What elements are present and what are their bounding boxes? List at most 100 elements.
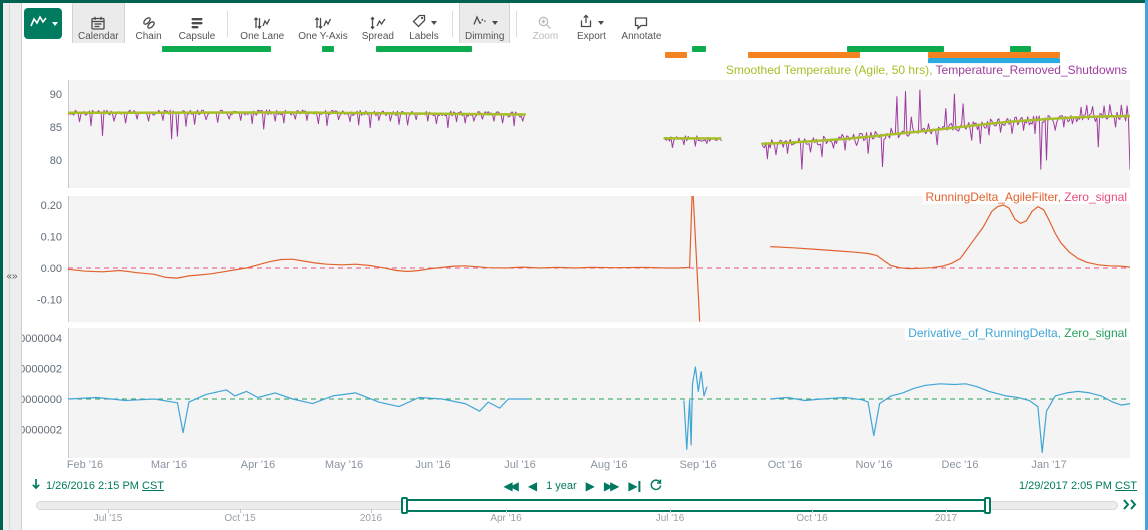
x-axis-label: Dec '16 — [941, 459, 979, 471]
range-end-timezone[interactable]: CST — [1115, 480, 1137, 492]
y-tick-label: 0.0000004 — [21, 333, 62, 345]
capsule-bar-blue-capsules[interactable] — [928, 58, 1060, 64]
legend-item[interactable]: Zero_signal — [1064, 326, 1127, 340]
x-axis-label: Apr '16 — [240, 459, 276, 471]
toolbar-separator — [227, 10, 229, 37]
x-axis-labels: Feb '16 Mar '16 Apr '16 May '16 Jun '16 Jul '… — [0, 459, 1148, 475]
labels-button[interactable]: Labels — [402, 2, 446, 45]
trend-icon — [29, 14, 48, 33]
timeline-label: Apr '16 — [490, 513, 522, 524]
timeline-tick — [108, 509, 109, 513]
chain-icon — [141, 14, 157, 31]
timeline-right-handle[interactable] — [984, 497, 991, 514]
refresh-icon[interactable] — [650, 478, 663, 494]
toolbar-separator — [451, 10, 453, 37]
step-to-end-button[interactable]: ▶ — [628, 479, 641, 493]
capsule-bar-green-capsules[interactable] — [376, 46, 472, 52]
annotate-button[interactable]: Annotate — [615, 2, 667, 45]
legend-item[interactable]: Smoothed Temperature (Agile, 50 hrs) — [726, 63, 936, 77]
x-axis-label: Jul '16 — [504, 459, 536, 471]
capsule-bar-orange-capsules[interactable] — [665, 52, 687, 58]
timeline-tick — [371, 509, 372, 513]
step-back-much-button[interactable]: ◀◀ — [503, 479, 519, 493]
timeline-selected-range[interactable] — [405, 499, 988, 512]
window-left-border — [0, 0, 3, 530]
chevron-down-icon — [51, 21, 58, 26]
series-Derivative_of_RunningDelta — [68, 389, 529, 434]
trend-chart[interactable]: 90 85 80 0.20 0.10 0.00 -0.10 0.0000004 0.000000… — [6, 64, 1145, 458]
y-tick-label: 0.20 — [41, 200, 62, 212]
spread-button[interactable]: Spread — [356, 2, 400, 45]
button-label: Export — [576, 31, 606, 42]
zoom-icon — [537, 14, 553, 31]
button-label: Dimming — [464, 31, 505, 42]
series-RunningDelta_AgileFilter — [770, 204, 1130, 270]
series-Smoothed Temperature (Agile, 50 hrs) — [68, 111, 526, 116]
y-tick-label: 0.00 — [41, 263, 62, 275]
legend-item[interactable]: Zero_signal — [1064, 190, 1127, 204]
legend-item[interactable]: Temperature_Removed_Shutdowns — [935, 63, 1127, 77]
step-back-button[interactable]: ◀ — [527, 479, 538, 493]
timeline-label: Oct '16 — [796, 513, 828, 524]
x-axis-label: Mar '16 — [150, 459, 188, 471]
x-axis-label: Jun '16 — [415, 459, 451, 471]
timeline-tick — [812, 509, 813, 513]
panel-expand-toggle[interactable]: «» — [6, 271, 18, 282]
one-lane-button[interactable]: One Lane — [234, 2, 290, 45]
x-axis-label: May '16 — [324, 459, 364, 471]
export-button[interactable]: Export — [569, 2, 613, 45]
x-axis-label: Aug '16 — [590, 459, 628, 471]
one-y-axis-button[interactable]: One Y-Axis — [292, 2, 353, 45]
timeline-label: Jul '15 — [93, 513, 123, 524]
x-axis-label: Feb '16 — [66, 459, 104, 471]
lane-background-derivative[interactable] — [68, 328, 1130, 458]
legend-item[interactable]: RunningDelta_AgileFilter — [926, 190, 1065, 204]
capsule-bar-green-capsules[interactable] — [1010, 46, 1031, 52]
button-label: Annotate — [621, 31, 662, 42]
series-RunningDelta_AgileFilter — [68, 196, 701, 322]
capsule-bar-orange-capsules[interactable] — [928, 52, 1060, 58]
trend-view-button[interactable] — [24, 8, 62, 39]
lane3-legend: Derivative_of_RunningDeltaZero_signal — [905, 326, 1130, 340]
capsule-bar-green-capsules[interactable] — [692, 46, 706, 52]
legend-item[interactable]: Derivative_of_RunningDelta — [908, 326, 1064, 340]
button-label: Zoom — [532, 31, 559, 42]
timeline-left-handle[interactable] — [401, 497, 408, 514]
timeline-tick — [946, 509, 947, 513]
step-forward-button[interactable]: ▶ — [585, 479, 595, 493]
arrow-down-icon — [31, 478, 41, 493]
x-axis-label: Sep '16 — [679, 459, 717, 471]
y-tick-label: 90 — [50, 89, 62, 101]
time-navigation: ◀◀ ◀ 1 year ▶ ▶▶ ▶ — [503, 478, 662, 494]
trend-chart-svg[interactable]: 90 85 80 0.20 0.10 0.00 -0.10 0.0000004 0.000000… — [6, 64, 1145, 458]
timeline-label: 2016 — [359, 513, 383, 524]
y-tick-label: -0.0000002 — [21, 425, 62, 437]
lane-background-temperature[interactable] — [68, 80, 1130, 188]
step-forward-much-button[interactable]: ▶▶ — [603, 479, 620, 493]
overview-timeline: Jul '15 Oct '15 2016 Apr '16 Jul '16 Oct '16 2… — [0, 496, 1148, 530]
range-end[interactable]: 1/29/2017 2:05 PM CST — [1019, 480, 1137, 492]
y-tick-label: 0.0000002 — [21, 364, 62, 376]
lane-background-running-delta[interactable] — [68, 196, 1130, 322]
range-end-time: 1/29/2017 2:05 PM — [1018, 480, 1112, 492]
x-axis-label: Jan '17 — [1031, 459, 1067, 471]
dimming-button[interactable]: Dimming — [458, 2, 511, 45]
range-start[interactable]: 1/26/2016 2:15 PM CST — [31, 478, 164, 493]
series-Derivative_of_RunningDelta — [683, 366, 708, 450]
button-label: Calendar — [78, 31, 119, 42]
button-label: One Lane — [240, 31, 285, 42]
chain-button[interactable]: Chain — [127, 2, 171, 45]
capsule-bar-green-capsules[interactable] — [322, 46, 334, 52]
calendar-button[interactable]: Calendar — [72, 2, 125, 45]
zoom-button: Zoom — [523, 2, 567, 45]
capsule-button[interactable]: Capsule — [173, 2, 222, 45]
timeline-tick — [670, 509, 671, 513]
auto-update-icon[interactable] — [1122, 498, 1138, 516]
one-y-axis-icon — [314, 14, 332, 31]
lane2-legend: RunningDelta_AgileFilterZero_signal — [922, 190, 1130, 204]
range-duration-label[interactable]: 1 year — [546, 480, 577, 492]
capsule-bar-green-capsules[interactable] — [847, 46, 944, 52]
capsule-bar-orange-capsules[interactable] — [748, 52, 860, 58]
range-start-timezone[interactable]: CST — [142, 479, 165, 492]
capsule-bar-green-capsules[interactable] — [162, 46, 271, 52]
